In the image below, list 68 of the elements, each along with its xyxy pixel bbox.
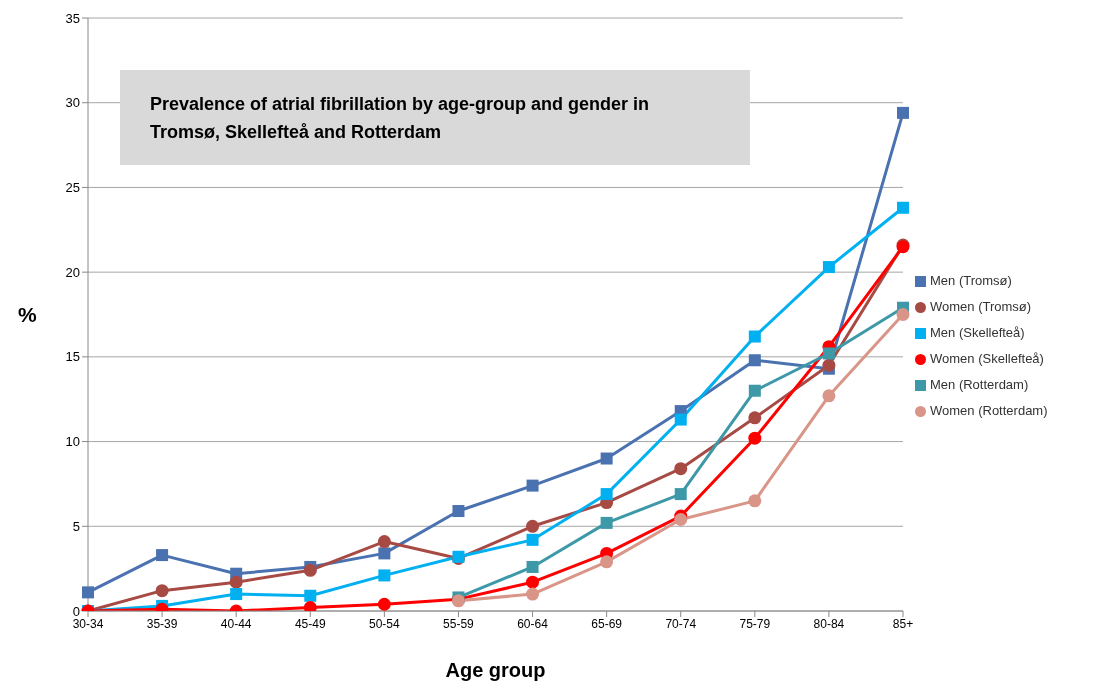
legend-label: Women (Skellefteå) bbox=[930, 350, 1044, 366]
x-tick-label: 85+ bbox=[892, 616, 914, 631]
point bbox=[155, 584, 169, 598]
legend-label: Women (Rotterdam) bbox=[930, 402, 1048, 418]
point bbox=[378, 547, 391, 560]
point bbox=[674, 413, 687, 426]
point bbox=[748, 384, 761, 397]
point bbox=[304, 589, 317, 602]
x-tick-label: 45-49 bbox=[294, 616, 326, 631]
point bbox=[156, 549, 169, 562]
point bbox=[897, 201, 909, 214]
point bbox=[526, 575, 540, 589]
point bbox=[526, 533, 539, 546]
point bbox=[526, 479, 539, 492]
point bbox=[303, 563, 317, 577]
point bbox=[526, 560, 539, 573]
point bbox=[600, 488, 613, 501]
y-tick-label: 0 bbox=[72, 603, 80, 619]
legend-label: Men (Tromsø) bbox=[930, 272, 1012, 288]
y-tick-label: 5 bbox=[72, 518, 80, 534]
point bbox=[82, 586, 94, 599]
point bbox=[378, 569, 391, 582]
point bbox=[526, 587, 540, 601]
point bbox=[897, 106, 909, 119]
y-tick-label: 30 bbox=[65, 95, 80, 111]
point bbox=[674, 488, 687, 501]
x-tick-label: 80-84 bbox=[813, 616, 845, 631]
point bbox=[600, 452, 613, 465]
point bbox=[822, 358, 836, 372]
y-tick-label: 25 bbox=[65, 180, 80, 196]
point bbox=[822, 261, 835, 274]
x-tick-label: 65-69 bbox=[591, 616, 623, 631]
y-tick-label: 15 bbox=[65, 349, 80, 365]
point bbox=[748, 431, 762, 445]
x-tick-label: 50-54 bbox=[369, 616, 401, 631]
point bbox=[748, 494, 762, 508]
x-tick-label: 30-34 bbox=[72, 616, 104, 631]
x-tick-label: 35-39 bbox=[146, 616, 178, 631]
point bbox=[452, 505, 465, 518]
point bbox=[377, 535, 391, 549]
point bbox=[674, 513, 688, 527]
x-tick-label: 60-64 bbox=[517, 616, 549, 631]
x-tick-label: 40-44 bbox=[220, 616, 252, 631]
y-tick-label: 20 bbox=[65, 264, 80, 280]
point bbox=[230, 588, 243, 601]
point bbox=[822, 347, 835, 360]
point bbox=[526, 519, 540, 533]
x-axis-title: Age group bbox=[445, 659, 546, 681]
point bbox=[896, 308, 910, 321]
point bbox=[229, 575, 243, 589]
point bbox=[600, 516, 613, 529]
point bbox=[748, 354, 761, 367]
x-tick-label: 70-74 bbox=[665, 616, 697, 631]
point bbox=[600, 555, 614, 569]
legend-label: Men (Skellefteå) bbox=[930, 324, 1025, 340]
point bbox=[748, 411, 762, 425]
point bbox=[377, 597, 391, 611]
x-tick-label: 75-79 bbox=[739, 616, 771, 631]
point bbox=[748, 330, 761, 343]
y-tick-label: 35 bbox=[65, 10, 80, 26]
point bbox=[674, 462, 688, 476]
text: Prevalence of atrial fibrillation by age-group and gender in Tromsø, Skellefteå and Rotterdam bbox=[150, 92, 651, 144]
legend-label: Men (Rotterdam) bbox=[930, 376, 1029, 392]
x-tick-label: 55-59 bbox=[443, 616, 475, 631]
y-axis-title: % bbox=[18, 302, 37, 326]
y-tick-label: 10 bbox=[65, 434, 80, 450]
point bbox=[822, 389, 836, 403]
legend-label: Women (Tromsø) bbox=[930, 298, 1032, 314]
